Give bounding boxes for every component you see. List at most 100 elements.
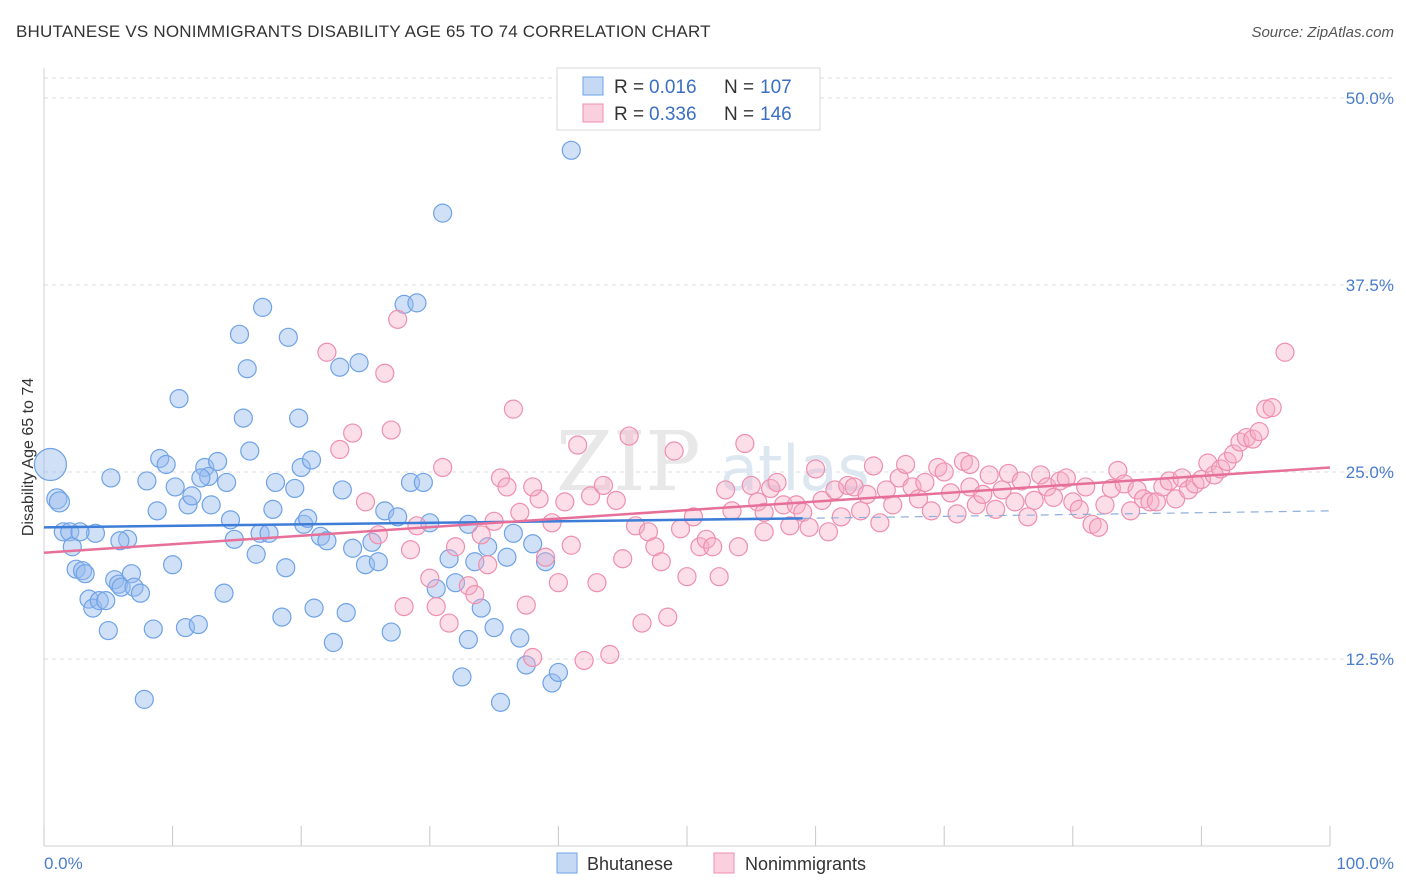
y-tick-label-0: 12.5% <box>1346 650 1394 669</box>
bhutanese-point <box>407 293 427 313</box>
nonimmigrants-point <box>728 537 749 557</box>
bottom-legend-label-nonimmigrants: Nonimmigrants <box>745 854 866 874</box>
nonimmigrants-point <box>786 495 806 515</box>
nonimmigrants-point <box>979 465 999 485</box>
nonimmigrants-point <box>1275 342 1295 362</box>
nonimmigrants-point <box>715 480 736 500</box>
nonimmigrants-point <box>497 477 517 497</box>
nonimmigrants-point <box>780 516 800 536</box>
nonimmigrants-point <box>870 513 890 533</box>
legend-r-label-1: R = <box>614 77 644 98</box>
bhutanese-point <box>301 450 322 470</box>
bhutanese-point <box>72 561 93 581</box>
bhutanese-point <box>362 532 382 552</box>
bhutanese-point <box>182 486 202 506</box>
nonimmigrants-point <box>831 507 851 527</box>
nonimmigrants-point <box>1018 507 1038 527</box>
nonimmigrants-point <box>722 501 742 521</box>
bhutanese-point <box>368 552 388 572</box>
bhutanese-point <box>108 574 129 594</box>
series-nonimmigrants-points <box>317 309 1295 671</box>
bhutanese-point <box>89 591 109 611</box>
nonimmigrants-point <box>683 507 704 527</box>
bhutanese-point <box>548 662 569 683</box>
nonimmigrants-point <box>767 472 787 493</box>
nonimmigrants-point <box>330 439 350 460</box>
nonimmigrants-point <box>381 420 401 440</box>
bhutanese-point <box>433 203 453 223</box>
bhutanese-point <box>201 495 221 515</box>
nonimmigrants-point <box>1069 499 1089 519</box>
bhutanese-point <box>332 480 352 500</box>
bhutanese-point <box>96 591 116 611</box>
bhutanese-point <box>199 466 219 487</box>
nonimmigrants-point <box>1223 444 1244 464</box>
nonimmigrants-point <box>561 535 581 555</box>
nonimmigrants-point <box>613 549 633 569</box>
nonimmigrants-point <box>600 644 620 665</box>
bhutanese-point <box>343 538 363 558</box>
bottom-legend: Bhutanese Nonimmigrants <box>556 852 866 874</box>
nonimmigrants-point <box>754 522 774 542</box>
nonimmigrants-point <box>632 613 652 633</box>
bhutanese-point <box>542 673 562 693</box>
nonimmigrants-point <box>516 595 536 615</box>
nonimmigrants-point <box>986 499 1006 519</box>
nonimmigrants-point <box>568 435 588 455</box>
bottom-legend-label-bhutanese: Bhutanese <box>587 854 673 874</box>
bhutanese-point <box>381 622 401 642</box>
nonimmigrants-point <box>420 568 440 588</box>
nonimmigrants-point <box>799 517 819 537</box>
nonimmigrants-point <box>741 475 761 496</box>
bhutanese-point <box>490 692 511 712</box>
bhutanese-point <box>349 353 369 373</box>
nonimmigrants-point <box>407 516 427 536</box>
bhutanese-point <box>323 632 343 653</box>
x-ticks <box>43 826 1331 846</box>
trend-line-bhutanese-extension <box>802 510 1331 519</box>
nonimmigrants-point <box>851 501 871 521</box>
nonimmigrants-point <box>465 585 485 605</box>
nonimmigrants-point <box>388 309 408 329</box>
nonimmigrants-point <box>587 573 607 593</box>
nonimmigrants-point <box>394 597 414 617</box>
nonimmigrants-point <box>921 501 941 521</box>
legend-n-label-1: N = <box>724 77 754 98</box>
bhutanese-point <box>276 558 296 578</box>
watermark-zip: ZIP <box>556 415 701 510</box>
nonimmigrants-point <box>355 492 376 512</box>
nonimmigrants-point <box>445 537 466 557</box>
bhutanese-point <box>229 324 250 344</box>
nonimmigrants-point <box>677 567 697 587</box>
bhutanese-point <box>214 583 234 603</box>
nonimmigrants-point <box>548 573 569 593</box>
legend-r-value-1: 0.016 <box>649 77 697 98</box>
nonimmigrants-point <box>1011 471 1031 491</box>
bhutanese-point <box>336 602 356 623</box>
nonimmigrants-point <box>503 399 523 419</box>
bhutanese-point <box>217 472 237 493</box>
bhutanese-point <box>163 555 183 575</box>
nonimmigrants-point <box>1217 451 1237 472</box>
nonimmigrants-point <box>735 433 755 454</box>
bhutanese-point <box>510 628 530 648</box>
nonimmigrants-point <box>966 495 986 515</box>
nonimmigrants-point <box>1031 465 1051 485</box>
nonimmigrants-point <box>1256 399 1276 419</box>
trend-line-nonimmigrants <box>43 466 1331 555</box>
nonimmigrants-point <box>1063 492 1083 512</box>
nonimmigrants-point <box>375 363 395 383</box>
nonimmigrants-point <box>915 472 935 493</box>
bhutanese-point <box>246 544 266 564</box>
trend-lines <box>43 466 1331 555</box>
nonimmigrants-point <box>709 567 729 587</box>
nonimmigrants-point <box>555 492 575 512</box>
legend-r-label-2: R = <box>614 104 644 125</box>
bhutanese-point <box>33 447 68 482</box>
bhutanese-point <box>452 667 472 687</box>
legend-n-value-1: 107 <box>760 77 792 98</box>
nonimmigrants-point <box>658 607 678 627</box>
nonimmigrants-point <box>510 502 530 522</box>
bhutanese-point <box>561 140 581 160</box>
bhutanese-point <box>85 523 106 543</box>
